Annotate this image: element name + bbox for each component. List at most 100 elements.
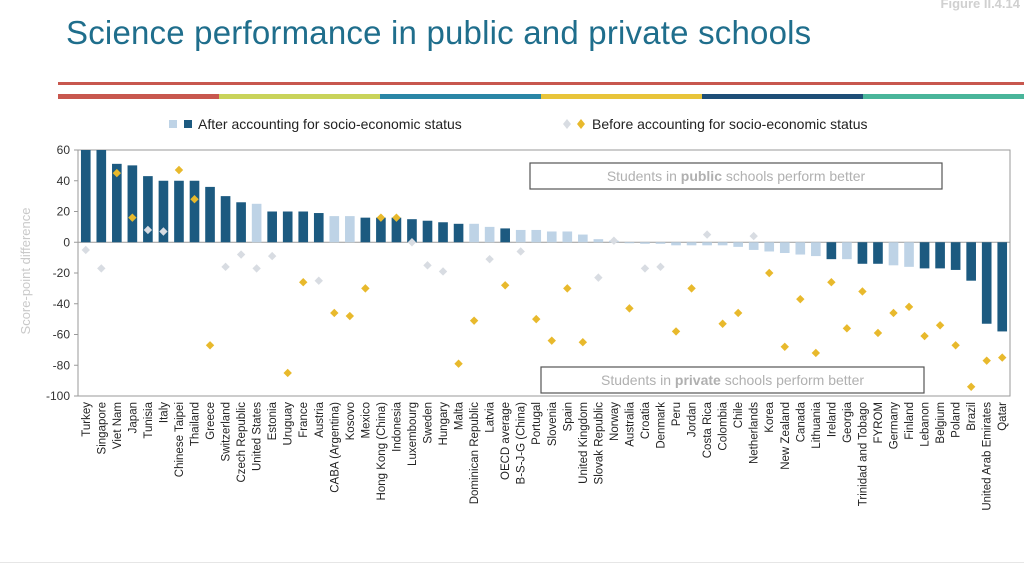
diamond-marker: [299, 278, 308, 287]
diamond-marker: [998, 353, 1007, 362]
x-tick-label: Costa Rica: [702, 401, 714, 458]
x-tick-label: Switzerland: [221, 402, 233, 461]
bar: [360, 217, 371, 243]
annotation-private-text: Students in private schools perform bett…: [601, 372, 864, 388]
diamond-marker: [966, 382, 976, 391]
diamond-marker: [842, 324, 852, 333]
y-tick-label: 40: [57, 174, 71, 188]
x-tick-label: United Kingdom: [578, 402, 590, 484]
bar: [313, 213, 324, 243]
annotation-public-text: Students in public schools perform bette…: [607, 168, 866, 184]
rule-segment: [380, 94, 541, 99]
x-tick-label: Czech Republic: [236, 402, 248, 483]
legend-after-label: After accounting for socio-economic stat…: [198, 116, 462, 132]
bar: [484, 226, 495, 243]
x-tick-label: Viet Nam: [112, 402, 124, 449]
bar: [205, 186, 215, 243]
x-tick-label: FYROM: [873, 402, 885, 444]
diamond-marker: [438, 267, 448, 276]
x-tick-label: Hungary: [438, 402, 450, 446]
bar: [80, 150, 91, 243]
x-tick-label: Lebanon: [920, 402, 932, 447]
y-tick-label: 20: [57, 205, 71, 219]
diamond-marker: [733, 308, 743, 318]
x-tick-label: Slovak Republic: [593, 402, 605, 485]
x-tick-label: Brazil: [966, 402, 978, 431]
bar: [220, 196, 231, 243]
bar: [779, 242, 790, 254]
bar: [469, 223, 479, 243]
bar: [329, 216, 340, 243]
x-tick-label: Korea: [764, 401, 776, 432]
diamond-marker: [423, 261, 432, 270]
diamond-marker: [904, 302, 914, 312]
diamond-marker: [128, 213, 137, 222]
diamond-marker: [920, 331, 929, 341]
x-tick-label: Finland: [904, 402, 916, 440]
legend-item-after: After accounting for socio-economic stat…: [168, 116, 462, 132]
x-tick-label: Japan: [127, 402, 139, 433]
diamond-marker: [221, 262, 230, 272]
diamond-marker: [858, 287, 867, 296]
bar: [873, 242, 883, 264]
diamond-marker: [283, 368, 292, 378]
legend-before-label: Before accounting for socio-economic sta…: [592, 116, 868, 132]
x-tick-label: Sweden: [423, 402, 435, 444]
x-tick-label: Ireland: [826, 402, 838, 437]
bar: [795, 242, 806, 255]
x-tick-label: Denmark: [656, 402, 668, 449]
bar: [997, 242, 1008, 332]
bar: [189, 180, 200, 243]
diamond-marker: [392, 213, 401, 222]
diamond-marker: [174, 165, 184, 175]
x-tick-label: Greece: [205, 402, 217, 440]
bar: [966, 242, 976, 281]
diamond-marker: [97, 264, 106, 273]
bar: [981, 242, 992, 324]
x-tick-label: Netherlands: [749, 402, 761, 464]
diamond-marker: [469, 316, 479, 325]
x-tick-label: Germany: [889, 402, 901, 450]
bar: [702, 242, 712, 246]
bar: [624, 242, 635, 244]
annotation-public-text-part: schools perform better: [722, 168, 866, 184]
x-tick-label: Lithuania: [811, 401, 823, 448]
annotation-public-box: [529, 162, 943, 190]
bar: [143, 176, 153, 243]
bar: [236, 202, 246, 243]
bar: [127, 165, 138, 243]
x-tick-label: Indonesia: [391, 401, 403, 451]
bar: [717, 242, 728, 246]
x-tick-label: Mexico: [360, 402, 372, 438]
bar: [391, 217, 402, 243]
x-tick-label: United Arab Emirates: [982, 402, 994, 511]
x-tick-label: Slovenia: [547, 401, 559, 446]
x-tick-label: Italy: [158, 402, 170, 423]
x-tick-label: Spain: [562, 402, 574, 431]
diamond-marker: [330, 308, 339, 318]
bar: [764, 242, 775, 252]
x-tick-label: Jordan: [687, 402, 699, 437]
bar: [748, 242, 759, 250]
diamond-marker: [143, 225, 153, 235]
bar: [112, 163, 122, 243]
diamond-marker: [640, 264, 650, 273]
x-tick-label: Portugal: [531, 402, 543, 445]
x-tick-label: Croatia: [640, 401, 652, 439]
x-tick-label: B-S-J-G (China): [516, 402, 528, 485]
diamond-marker: [205, 341, 215, 350]
x-tick-label: Latvia: [485, 401, 497, 432]
x-tick-label: Tunisia: [143, 401, 155, 438]
chart-legend: After accounting for socio-economic stat…: [0, 116, 1024, 136]
x-tick-label: Hong Kong (China): [376, 402, 388, 501]
legend-diamond-swatches: [563, 119, 585, 129]
diamond-marker: [796, 294, 805, 304]
diamond-marker: [454, 359, 463, 368]
x-tick-label: Luxembourg: [407, 402, 419, 466]
diamond-marker: [532, 314, 541, 324]
bar: [453, 223, 464, 243]
diamond-marker: [873, 328, 883, 338]
diamond-marker: [190, 195, 199, 204]
annotation-private-text-part: private: [675, 372, 721, 388]
diamond-marker: [889, 308, 898, 318]
